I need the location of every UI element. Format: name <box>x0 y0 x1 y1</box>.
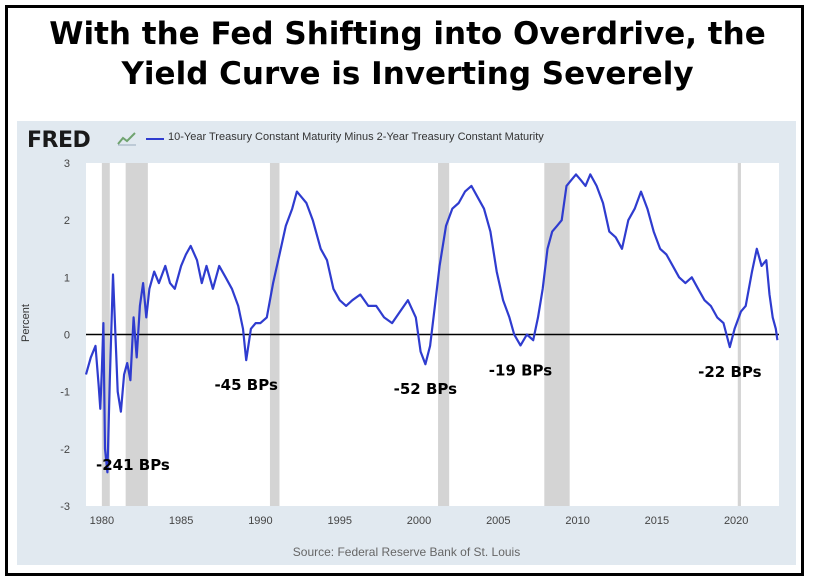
fred-logo: FRED <box>27 128 91 153</box>
y-tick-label: -2 <box>60 444 70 456</box>
headline-line-1: With the Fed Shifting into Overdrive, th… <box>49 16 766 52</box>
fred-chart-icon <box>117 132 136 146</box>
x-tick-label: 2020 <box>724 515 748 527</box>
y-tick-label: 2 <box>64 215 70 227</box>
x-tick-label: 1980 <box>90 515 114 527</box>
headline: With the Fed Shifting into Overdrive, th… <box>8 14 807 94</box>
x-tick-label: 2010 <box>565 515 589 527</box>
y-tick-label: 3 <box>64 158 70 170</box>
annotation-label: -45 BPs <box>214 376 277 394</box>
legend-swatch <box>146 138 164 140</box>
annotation-label: -22 BPs <box>698 363 761 381</box>
annotation-label: -241 BPs <box>96 456 170 474</box>
series-line <box>84 173 779 474</box>
x-tick-label: 1990 <box>248 515 272 527</box>
source-note: Source: Federal Reserve Bank of St. Loui… <box>292 545 521 559</box>
y-tick-label: -3 <box>60 501 70 513</box>
y-tick-label: 1 <box>64 272 70 284</box>
x-tick-label: 2000 <box>407 515 431 527</box>
x-tick-label: 1985 <box>169 515 193 527</box>
x-tick-label: 2015 <box>645 515 669 527</box>
y-tick-label: 0 <box>64 330 70 342</box>
annotation-label: -52 BPs <box>394 380 457 398</box>
y-tick-label: -1 <box>60 387 70 399</box>
annotation-label: -19 BPs <box>489 361 552 379</box>
x-tick-label: 2005 <box>486 515 510 527</box>
legend-label: 10-Year Treasury Constant Maturity Minus… <box>168 131 544 143</box>
headline-line-2: Yield Curve is Inverting Severely <box>121 56 694 92</box>
x-tick-label: 1995 <box>327 515 351 527</box>
